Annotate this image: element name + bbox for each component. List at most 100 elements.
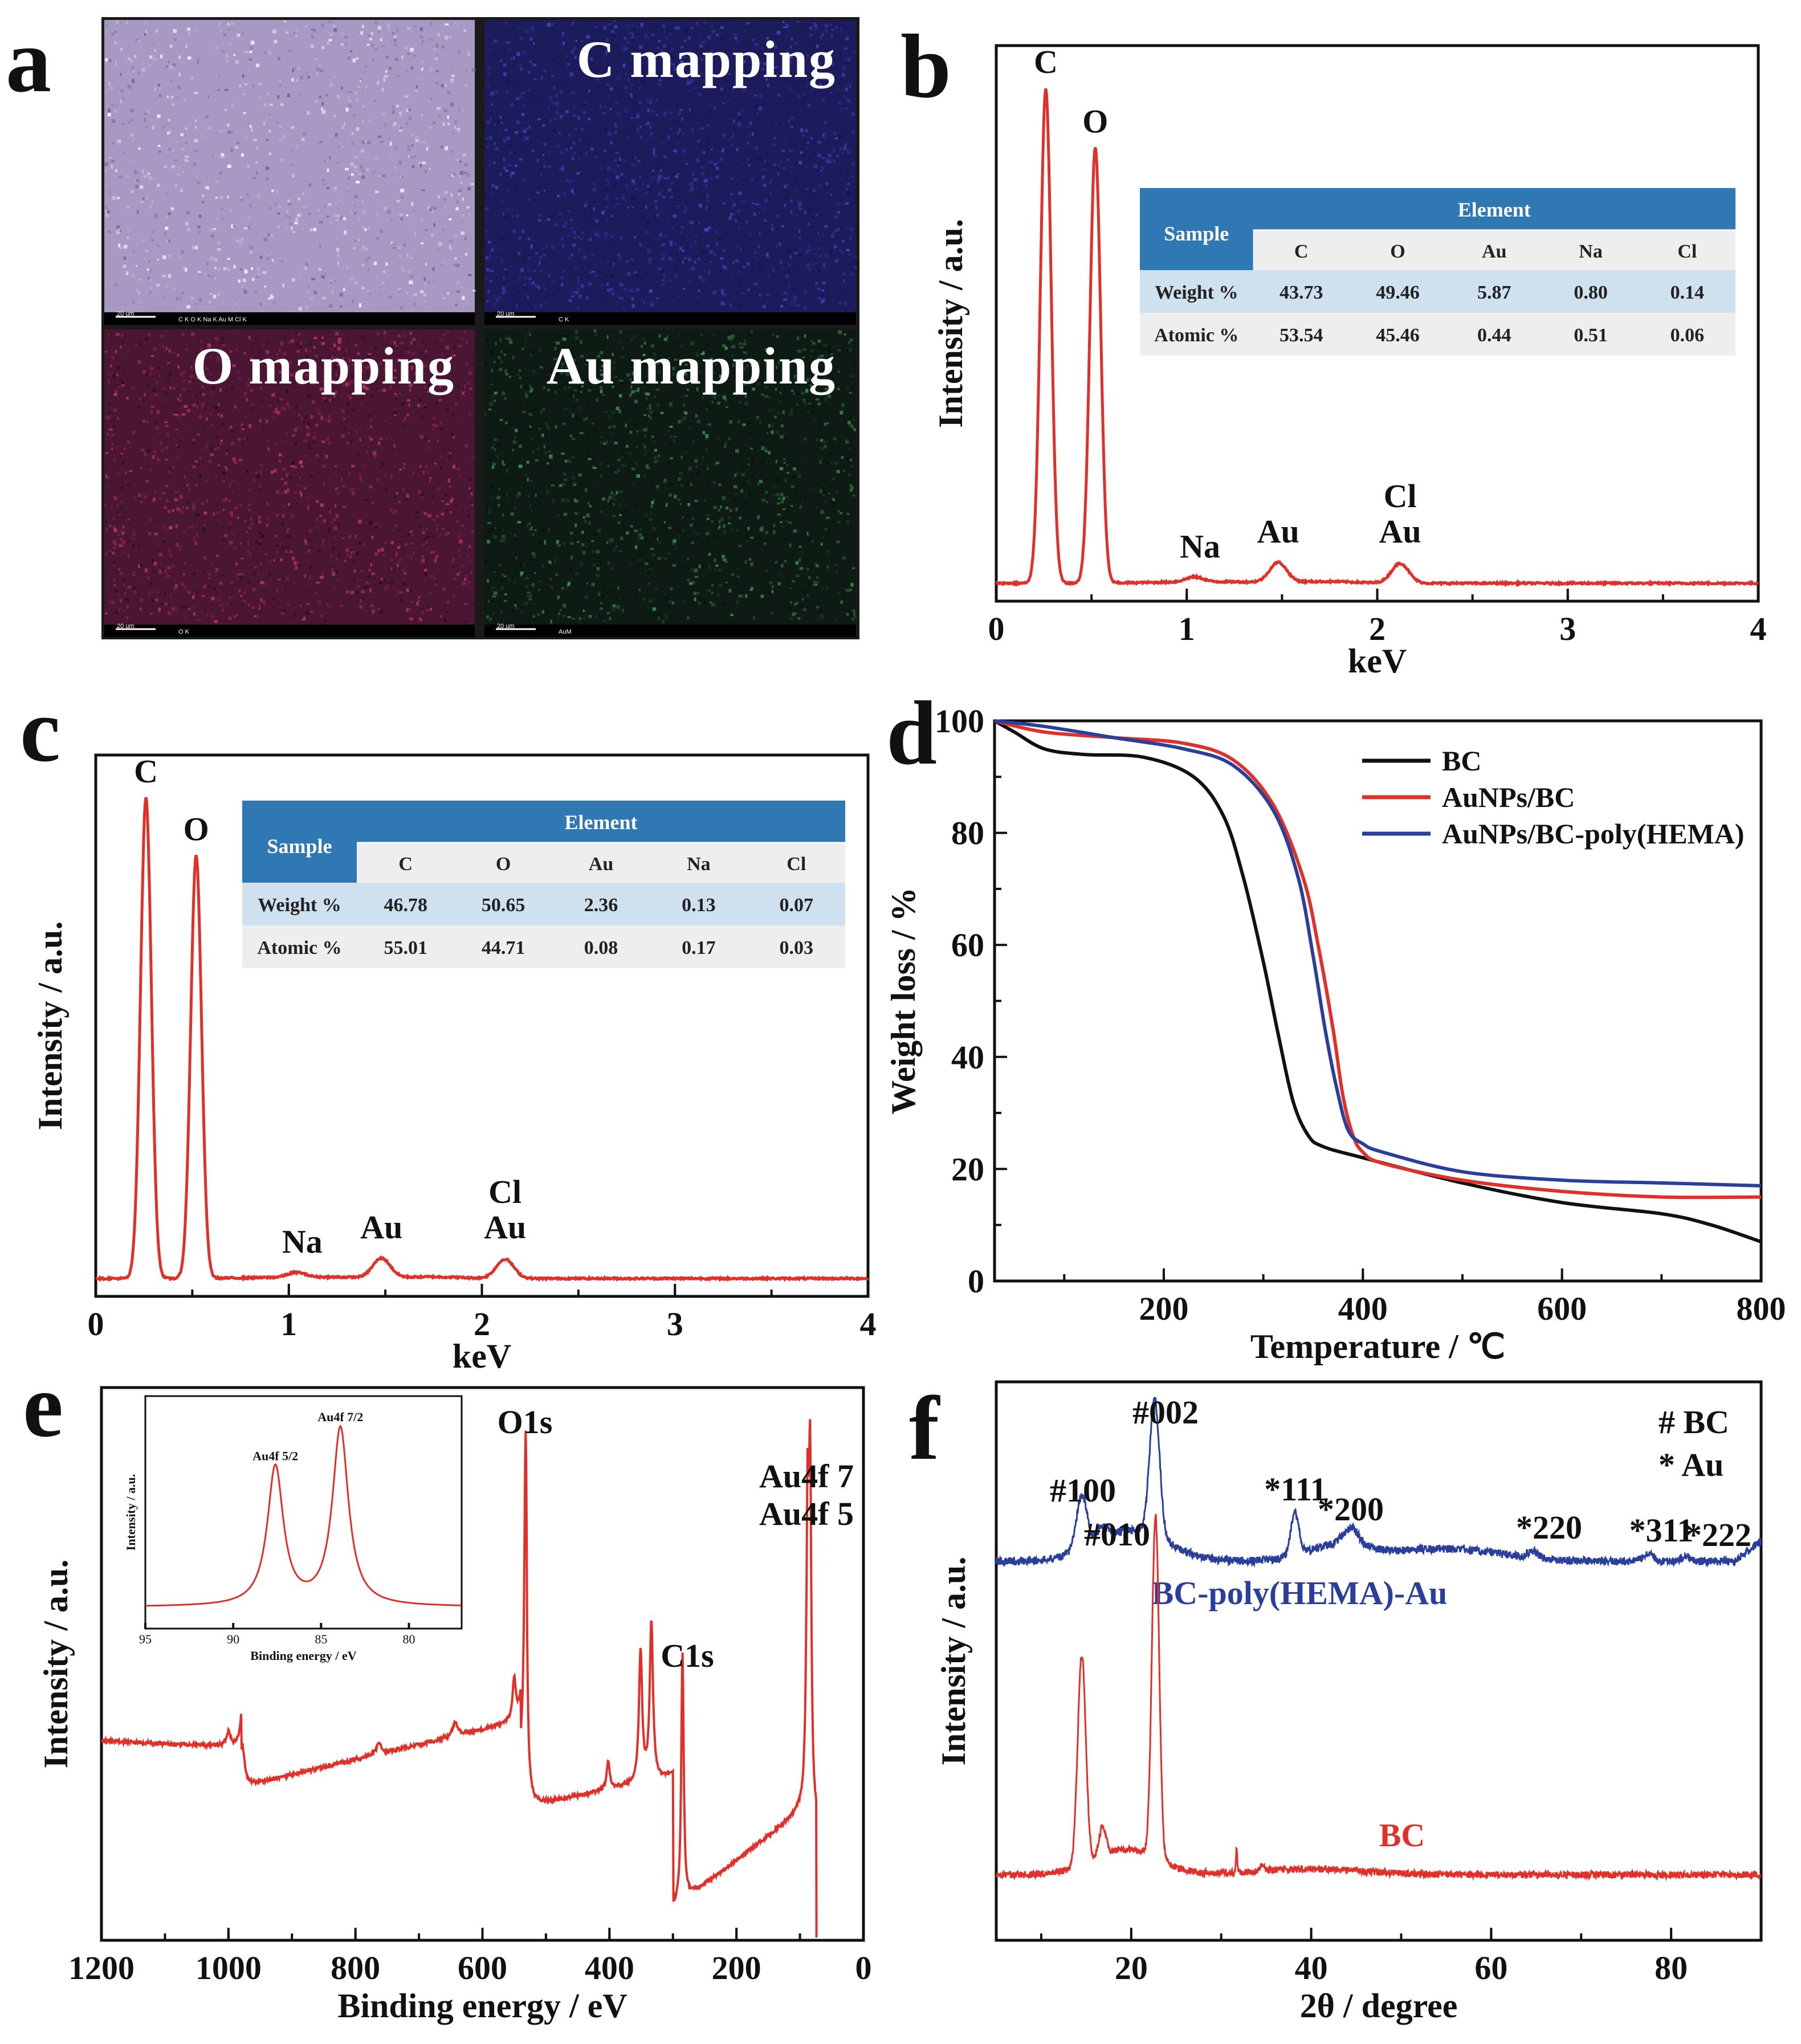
scale-label: 20 um [497, 623, 515, 630]
inset-x-tick-label: 90 [227, 1632, 239, 1646]
table-column-header: O [496, 854, 511, 875]
peak-label: Cl [488, 1173, 521, 1210]
x-tick-label: 1200 [68, 1949, 135, 1986]
y-axis-title: Weight loss / % [885, 887, 922, 1114]
x-axis-title: 2θ / degree [1300, 1987, 1458, 2025]
table-cell: 0.80 [1574, 282, 1608, 303]
xrd-legend-text: # BC [1659, 1404, 1729, 1441]
table-cell: 53.54 [1280, 325, 1323, 346]
xps-inset: 95 90 85 80 Binding energy / eV Intensity / a… [124, 1395, 463, 1663]
panel-letter-a: a [6, 10, 51, 111]
peak-label: Cl [1384, 478, 1417, 515]
mapping-tile: 20 um C K O K Na K Au M Cl K [104, 20, 476, 325]
eds-spectrum [995, 88, 1759, 588]
eds-spectrum [95, 797, 869, 1282]
table-cell: 0.06 [1670, 325, 1705, 346]
xps-survey-spectrum [101, 1419, 818, 1938]
xrd-series-label: BC-poly(HEMA)-Au [1152, 1574, 1448, 1611]
peak-label: Au [1379, 513, 1421, 550]
xrd-chart: 20 40 60 80 2θ / degree Intensity / a.u. # BC *… [935, 1380, 1763, 2025]
x-tick-label: 0 [855, 1949, 872, 1986]
x-tick-label: 2 [474, 1305, 490, 1343]
peak-label: Au4f 7 [759, 1458, 854, 1495]
y-tick-label: 80 [951, 815, 984, 852]
table-cell: 45.46 [1376, 325, 1420, 346]
x-tick-label: 400 [1338, 1290, 1388, 1327]
table-column-header: Cl [1677, 241, 1697, 262]
table-sample-header: Sample [1164, 222, 1229, 245]
inset-x-tick-label: 95 [139, 1632, 152, 1646]
x-tick-label: 800 [1737, 1290, 1786, 1327]
scale-label: 20 um [117, 311, 135, 317]
mapping-panel: 20 um C K O K Na K Au M Cl K 20 um C K C map… [101, 17, 859, 639]
table-cell: 0.08 [584, 937, 618, 958]
y-axis-title: Intensity / a.u. [31, 921, 69, 1131]
table-row [1140, 313, 1735, 356]
table-header-row [242, 801, 845, 843]
xrd-peak-label: *220 [1516, 1509, 1582, 1546]
element-tag: C K [559, 316, 569, 323]
x-tick-label: 2 [1369, 610, 1386, 647]
x-axis-title: keV [453, 1337, 511, 1375]
tga-series-line [993, 719, 1762, 1244]
inset-x-axis-title: Binding energy / eV [250, 1649, 357, 1663]
xrd-peak-label: #100 [1050, 1472, 1116, 1509]
panel-letter-d: d [886, 682, 937, 784]
xrd-peak-label: *200 [1318, 1491, 1384, 1528]
x-tick-label: 600 [458, 1949, 507, 1986]
peak-label: O1s [498, 1404, 553, 1441]
mapping-tile: 20 um AuM Au mapping [484, 329, 857, 637]
x-tick-label: 0 [88, 1305, 104, 1343]
table-cell: 2.36 [584, 895, 618, 916]
inset-frame [144, 1395, 463, 1630]
peak-label: Au [360, 1209, 402, 1246]
table-cell: 55.01 [384, 937, 427, 958]
table-cell: 0.17 [682, 937, 716, 958]
element-tag: O K [178, 629, 190, 635]
mapping-tile: 20 um O K O mapping [104, 329, 476, 637]
scale-strip [104, 625, 475, 637]
y-tick-label: 20 [951, 1150, 984, 1188]
panel-letter-e: e [23, 1354, 63, 1456]
x-axis-title: keV [1348, 642, 1407, 680]
inset-x-tick-label: 85 [315, 1632, 327, 1646]
scale-strip [484, 625, 856, 637]
x-tick-label: 1 [1179, 610, 1195, 647]
x-axis-title: Binding energy / eV [337, 1987, 627, 2025]
scale-label: 20 um [497, 311, 515, 317]
xrd-peak-label: #002 [1132, 1394, 1199, 1431]
legend-label: AuNPs/BC-poly(HEMA) [1442, 818, 1745, 850]
table-row [242, 925, 845, 968]
x-tick-label: 80 [1655, 1949, 1688, 1986]
y-axis-title: Intensity / a.u. [37, 1560, 75, 1769]
mapping-tile: 20 um C K C mapping [484, 20, 857, 325]
x-tick-label: 0 [988, 610, 1005, 647]
tga-chart: 200 400 600 800 0 20 40 60 80 100 Temperature / ℃ W… [885, 703, 1786, 1365]
y-tick-label: 60 [951, 927, 984, 964]
x-tick-label: 200 [1139, 1290, 1188, 1327]
x-tick-label: 3 [667, 1305, 683, 1343]
scale-label: 20 um [117, 623, 135, 630]
table-element-header: Element [565, 811, 638, 834]
peak-label: Au4f 5 [759, 1495, 854, 1532]
peak-label: Au [1257, 513, 1299, 550]
composition-table: Element Sample C O Au Na Cl Weight % 43.73 49.46 5… [1140, 188, 1735, 356]
y-axis-title: Intensity / a.u. [932, 219, 969, 428]
table-row [242, 883, 845, 925]
xrd-pattern-bc-poly-hema-au [995, 1396, 1762, 1568]
x-tick-label: 4 [1750, 610, 1767, 647]
x-tick-label: 1 [280, 1305, 297, 1343]
composition-table: Element Sample C O Au Na Cl Weight % 46.78 50.65 2… [242, 801, 845, 968]
x-axis-title: Temperature / ℃ [1250, 1328, 1505, 1365]
legend-label: AuNPs/BC [1442, 781, 1575, 813]
peak-label: C [134, 753, 158, 790]
table-cell: 0.03 [780, 937, 814, 958]
legend-label: BC [1442, 745, 1481, 777]
xps-chart: 1200 1000 800 600 400 200 0 Binding energy / eV… [37, 1386, 872, 2025]
x-tick-label: 4 [860, 1305, 877, 1343]
panel-letter-b: b [901, 15, 951, 117]
table-column-header: Au [1482, 241, 1506, 262]
xrd-legend-text: * Au [1659, 1446, 1723, 1483]
plot-frame [995, 1380, 1763, 1942]
